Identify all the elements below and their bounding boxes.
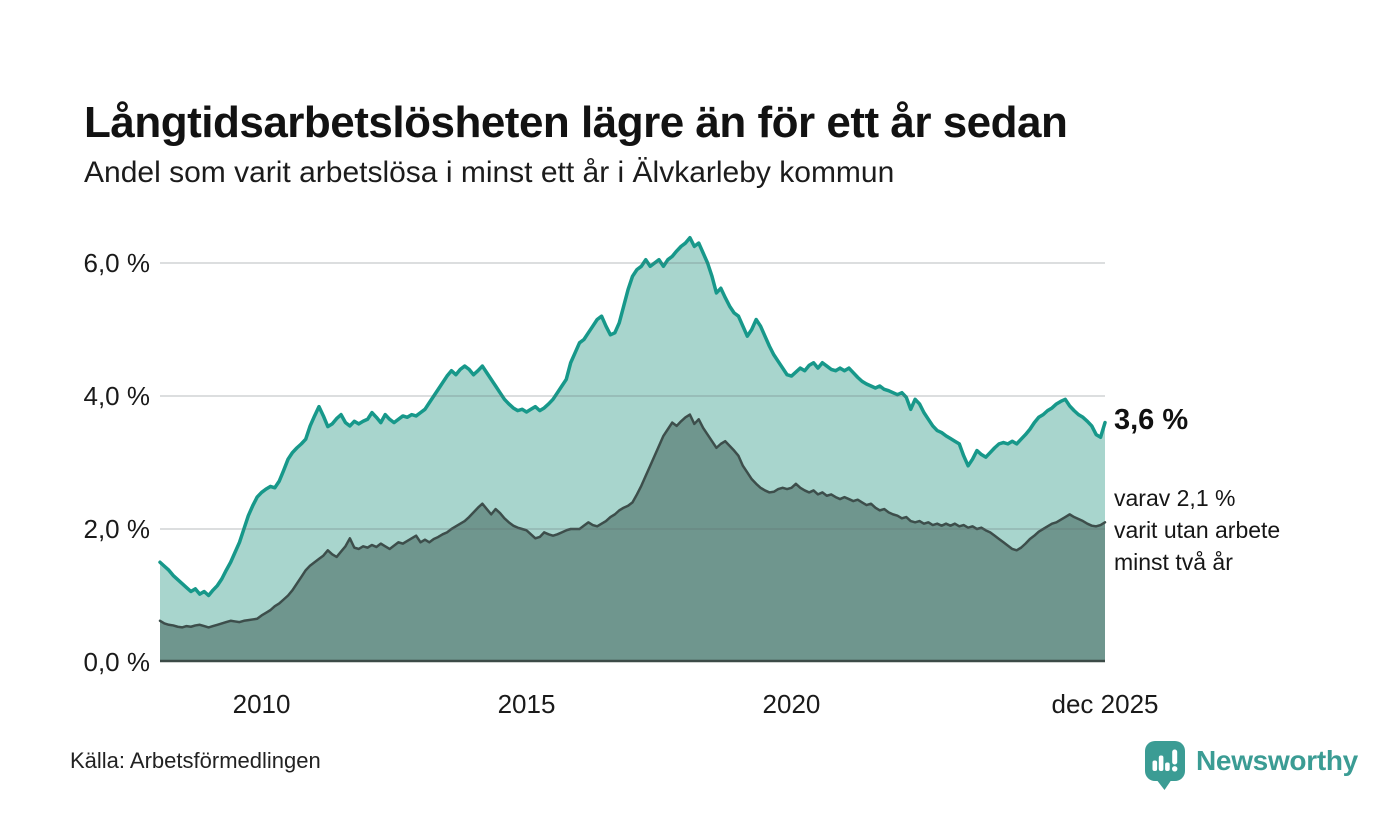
inner-series-annotation: varav 2,1 % varit utan arbete minst två … <box>1114 482 1354 578</box>
annotation-line-2: varit utan arbete <box>1114 517 1281 543</box>
newsworthy-logo: Newsworthy <box>1143 739 1358 791</box>
newsworthy-logo-text: Newsworthy <box>1196 745 1358 776</box>
x-tick-label: 2015 <box>497 689 556 719</box>
source-credit: Källa: Arbetsförmedlingen <box>70 748 321 773</box>
x-tick-label: 2020 <box>762 689 821 719</box>
annotation-line-1: varav 2,1 % <box>1114 485 1236 511</box>
y-tick-label: 4,0 % <box>83 381 151 411</box>
y-tick-label: 2,0 % <box>83 514 151 544</box>
y-tick-label: 6,0 % <box>83 248 151 278</box>
newsworthy-logo-icon <box>1145 741 1185 790</box>
x-tick-label: dec 2025 <box>1051 689 1159 719</box>
series-fill-1 <box>160 414 1105 662</box>
series-line-1 <box>158 413 1107 629</box>
annotation-line-3: minst två år <box>1114 549 1233 575</box>
series-line-0 <box>158 235 1107 598</box>
latest-value-label: 3,6 % <box>1114 404 1189 436</box>
x-tick-label: 2010 <box>232 689 291 719</box>
y-tick-label: 0,0 % <box>83 647 151 677</box>
chart-subtitle: Andel som varit arbetslösa i minst ett å… <box>84 156 895 189</box>
plot-canvas <box>158 235 1107 663</box>
page-title: Långtidsarbetslösheten lägre än för ett … <box>84 98 1068 148</box>
